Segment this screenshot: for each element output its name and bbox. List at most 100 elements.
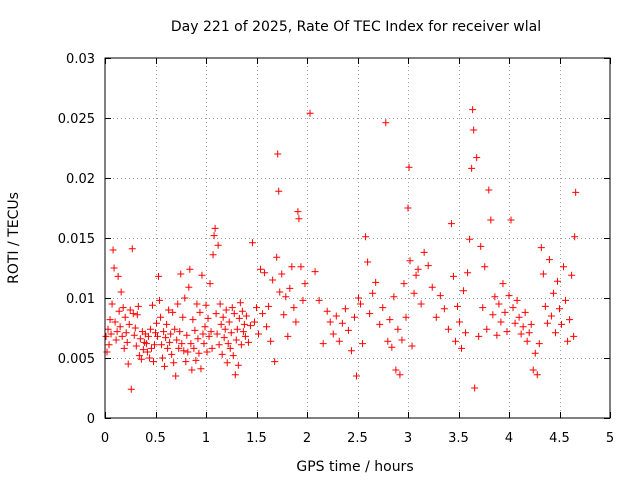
data-point <box>449 272 457 280</box>
data-point <box>288 263 296 271</box>
data-point <box>226 344 234 352</box>
data-point <box>159 354 167 362</box>
data-point <box>238 307 246 315</box>
data-point <box>470 126 478 134</box>
data-point <box>572 188 580 196</box>
y-tick-label: 0.02 <box>66 172 95 187</box>
data-point <box>227 329 235 337</box>
data-point <box>139 346 147 354</box>
data-point <box>558 320 566 328</box>
data-point <box>171 325 179 333</box>
x-tick-labels: 0 0.5 1 1.5 2 2.5 3 3.5 4 4.5 5 <box>101 431 614 446</box>
y-tick-label: 0.01 <box>66 292 95 307</box>
data-point <box>491 293 499 301</box>
data-point <box>178 340 186 348</box>
data-point <box>388 343 396 351</box>
data-point <box>170 359 178 367</box>
data-point <box>301 280 309 288</box>
data-point <box>372 278 380 286</box>
data-point <box>111 318 119 326</box>
data-point <box>420 248 428 256</box>
data-point <box>294 208 302 216</box>
data-point <box>193 300 201 308</box>
data-point <box>225 318 233 326</box>
data-point <box>184 348 192 356</box>
data-point <box>456 318 464 326</box>
data-point <box>481 263 489 271</box>
data-point <box>406 257 414 265</box>
data-point <box>183 331 191 339</box>
data-point <box>177 270 185 278</box>
data-point <box>142 340 150 348</box>
data-point <box>172 372 180 380</box>
data-point <box>379 304 387 312</box>
data-point <box>447 220 455 228</box>
data-point <box>471 384 479 392</box>
data-point <box>176 328 184 336</box>
data-point <box>222 306 230 314</box>
data-point <box>132 342 140 350</box>
data-point <box>114 272 122 280</box>
data-point <box>235 314 243 322</box>
data-point <box>123 338 131 346</box>
data-point <box>125 320 133 328</box>
data-point <box>273 253 281 261</box>
data-point <box>269 276 277 284</box>
data-point <box>511 319 519 327</box>
data-point <box>162 334 170 342</box>
data-point <box>489 311 497 319</box>
data-point <box>229 352 237 360</box>
data-point <box>197 365 205 373</box>
data-point <box>253 304 260 312</box>
y-tick-label: 0 <box>87 412 95 427</box>
data-point <box>464 269 472 277</box>
data-point <box>149 358 157 366</box>
data-point <box>319 340 327 348</box>
data-point <box>190 344 198 352</box>
data-point <box>475 332 483 340</box>
data-point <box>527 320 535 328</box>
data-point <box>315 296 323 304</box>
data-point <box>278 270 286 278</box>
data-point <box>507 216 515 224</box>
data-point <box>124 360 132 368</box>
data-point <box>392 366 400 374</box>
data-point <box>570 332 578 340</box>
data-point <box>234 361 242 369</box>
data-point <box>352 372 360 380</box>
data-point <box>341 305 349 313</box>
data-point <box>571 233 579 241</box>
data-point <box>332 312 340 320</box>
data-point <box>244 338 252 346</box>
data-point <box>261 269 269 277</box>
data-point <box>117 288 125 296</box>
data-point <box>265 302 273 310</box>
data-point <box>104 325 112 333</box>
data-point <box>169 308 177 316</box>
data-point <box>428 283 436 291</box>
data-point <box>232 336 240 344</box>
data-point <box>539 270 547 278</box>
x-tick-label: 4 <box>505 431 513 446</box>
data-point <box>250 318 258 326</box>
data-point <box>156 296 164 304</box>
data-point <box>405 163 413 171</box>
data-point <box>255 330 263 338</box>
data-point <box>167 330 175 338</box>
data-point <box>196 308 204 316</box>
data-point <box>145 354 153 362</box>
data-point <box>131 324 139 332</box>
data-point <box>228 304 236 312</box>
data-point <box>515 313 523 321</box>
data-point <box>517 330 525 338</box>
data-point <box>267 337 275 345</box>
data-point <box>116 323 124 331</box>
x-tick-label: 4.5 <box>549 431 570 446</box>
x-tick-label: 1 <box>202 431 210 446</box>
data-point <box>108 300 116 308</box>
data-point <box>275 187 283 195</box>
data-point <box>223 359 231 367</box>
data-point <box>311 268 319 276</box>
data-point <box>444 325 452 333</box>
